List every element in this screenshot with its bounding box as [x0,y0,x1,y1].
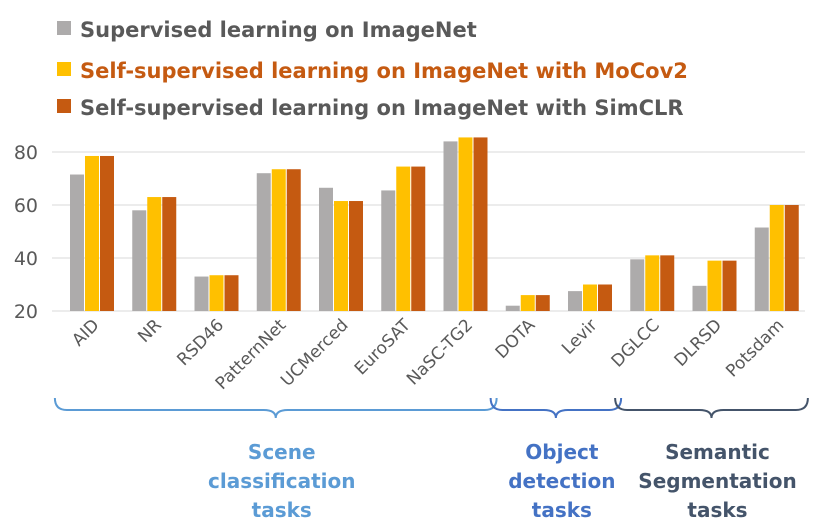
bar [132,210,147,311]
x-tick-label: DLRSD [671,315,726,370]
bar [505,305,520,311]
bar [707,260,722,311]
bar [754,227,769,311]
bars [70,137,799,311]
bar [568,291,582,311]
legend-swatch [57,62,71,76]
x-tick-label: DOTA [492,315,540,363]
bar [411,166,426,311]
y-axis-ticks: 20 40 60 80 [14,142,38,323]
x-tick-label: Potsdam [722,315,788,381]
bar [660,255,675,311]
legend-label: Self-supervised learning on ImageNet wit… [80,96,684,120]
group-label: classification [208,469,355,493]
bar [769,205,784,311]
bar [458,137,473,311]
bar [271,169,286,311]
y-tick-label: 80 [14,142,38,164]
group-label: detection [508,469,615,493]
x-tick-label: NR [134,315,166,347]
bar [85,155,99,311]
x-tick-label: DGLCC [608,315,664,371]
bar [396,166,411,311]
y-tick-label: 40 [14,248,38,270]
bar [784,205,799,311]
bar [722,260,737,311]
group-brace [53,397,498,419]
bar [209,275,224,311]
bar [147,197,162,311]
bar [162,197,177,311]
bar [194,276,209,311]
bar [319,187,333,311]
task-groups: Scene classification tasks Object detection t… [53,397,809,522]
bar [598,284,612,311]
group-label: tasks [252,498,312,522]
x-tick-label: AID [68,315,103,350]
bar [473,137,488,311]
bar [645,255,660,311]
bar [224,275,239,311]
bar [692,285,707,311]
x-tick-label: UCMerced [277,315,352,390]
x-axis-ticks: AID NR RSD46PatternNetUCMercedEuroSATNaSC-… [68,315,788,394]
bar [381,190,396,311]
bar [630,259,645,311]
group-brace [489,397,623,419]
legend-label: Self-supervised learning on ImageNet wit… [80,59,688,83]
group-label: tasks [532,498,592,522]
bar [535,295,550,311]
y-tick-label: 20 [14,301,38,323]
bar [100,155,114,311]
x-tick-label: NaSC-TG2 [403,315,477,389]
x-tick-label: EuroSAT [351,315,415,379]
legend-swatch [57,21,71,35]
legend-label: Supervised learning on ImageNet [80,18,477,42]
group-label: tasks [687,498,747,522]
gridlines [52,151,805,312]
bar [520,295,535,311]
bar [70,174,84,311]
group-label: Object [525,440,599,464]
bar [256,173,271,311]
x-tick-label: Levir [558,315,601,358]
group-label: Scene [248,440,316,464]
bar [286,169,301,311]
bar [334,201,348,311]
group-brace [614,397,809,419]
group-label: Semantic [665,440,770,464]
y-tick-label: 60 [14,195,38,217]
legend: Supervised learning on ImageNet Self-supe… [57,18,688,120]
bar [443,141,458,311]
bar [583,284,597,311]
x-tick-label: RSD46 [173,315,228,370]
legend-swatch [57,99,71,113]
bar [349,201,363,311]
group-label: Segmentation [638,469,796,493]
